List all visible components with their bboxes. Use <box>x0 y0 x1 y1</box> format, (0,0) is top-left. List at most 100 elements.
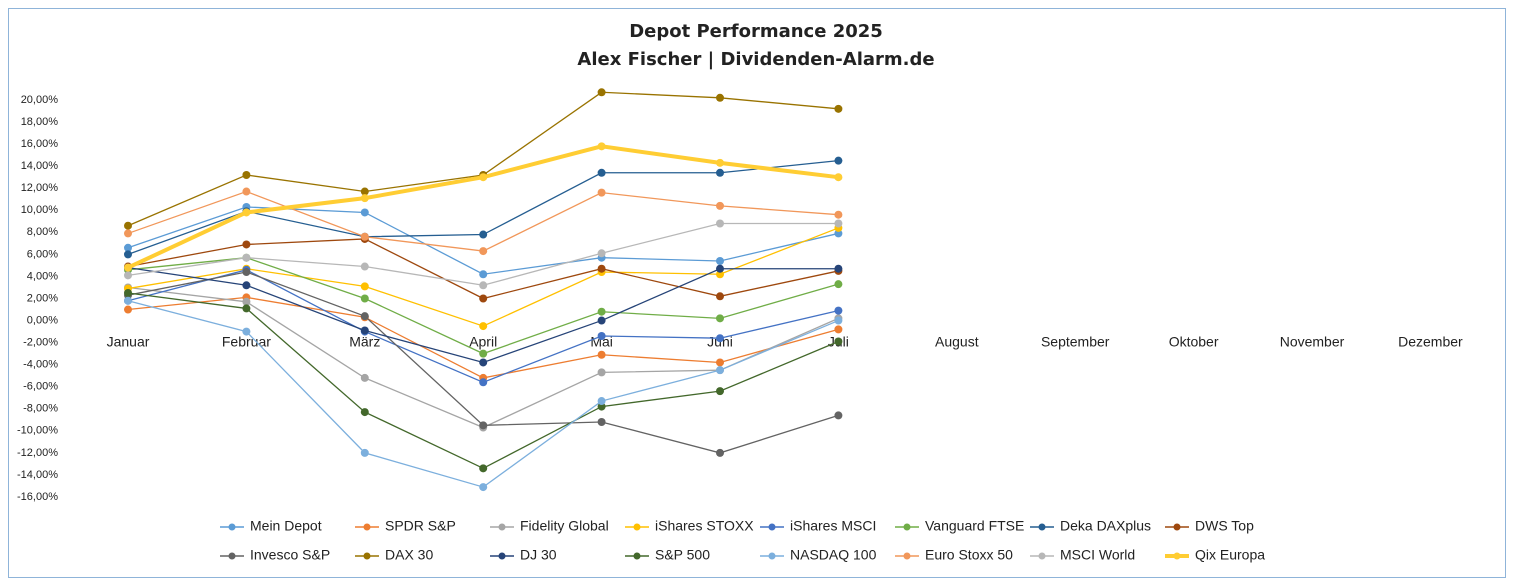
data-point <box>242 297 251 306</box>
data-point <box>479 247 488 256</box>
legend-marker <box>1173 552 1181 560</box>
data-point <box>597 264 606 273</box>
data-point <box>834 219 843 228</box>
legend-marker <box>1038 552 1046 560</box>
data-point <box>834 104 843 113</box>
data-point <box>834 264 843 273</box>
y-tick-label: 0,00% <box>27 314 58 326</box>
legend-marker <box>498 523 506 531</box>
data-point <box>597 249 606 258</box>
data-point <box>716 201 724 210</box>
legend-label: DJ 30 <box>520 547 557 563</box>
legend-marker <box>363 552 371 560</box>
y-tick-label: 6,00% <box>27 248 58 260</box>
legend-label: Invesco S&P <box>250 547 330 563</box>
y-tick-label: -12,00% <box>17 447 58 459</box>
data-point <box>124 221 132 230</box>
chart-subtitle: Alex Fischer | Dividenden-Alarm.de <box>577 49 934 70</box>
x-tick-label: Januar <box>107 334 150 350</box>
legend-label: Euro Stoxx 50 <box>925 547 1013 563</box>
data-point <box>716 314 724 323</box>
data-point <box>597 168 606 177</box>
data-point <box>597 331 606 340</box>
data-point <box>597 402 606 411</box>
data-point <box>597 397 606 406</box>
data-point <box>834 173 843 182</box>
legend-marker <box>228 552 236 560</box>
y-tick-label: 16,00% <box>21 138 59 150</box>
legend-label: Mein Depot <box>250 518 322 534</box>
x-tick-label: März <box>349 334 380 350</box>
data-point <box>360 448 369 457</box>
data-point <box>479 322 488 331</box>
data-point <box>834 229 843 238</box>
legend-marker <box>903 552 911 560</box>
data-point <box>597 88 606 97</box>
data-point <box>124 250 132 259</box>
legend-marker <box>633 523 641 531</box>
data-point <box>597 350 606 359</box>
data-point <box>597 316 606 325</box>
y-tick-label: -8,00% <box>23 403 58 415</box>
data-point <box>716 264 724 273</box>
y-tick-label: 10,00% <box>21 204 59 216</box>
data-point <box>716 270 724 279</box>
data-point <box>716 292 724 301</box>
data-point <box>834 325 843 334</box>
data-point <box>716 219 724 228</box>
y-tick-label: -2,00% <box>23 337 58 349</box>
x-tick-label: April <box>469 334 497 350</box>
data-point <box>124 296 132 305</box>
data-point <box>479 270 488 279</box>
data-point <box>597 307 606 316</box>
x-tick-label: November <box>1280 334 1345 350</box>
x-tick-label: August <box>935 334 979 350</box>
data-point <box>716 358 724 367</box>
data-point <box>124 305 132 314</box>
y-tick-label: -6,00% <box>23 381 58 393</box>
x-tick-label: September <box>1041 334 1110 350</box>
data-point <box>360 232 369 241</box>
x-tick-label: Februar <box>222 334 271 350</box>
data-point <box>834 316 843 325</box>
data-point <box>242 253 251 262</box>
data-point <box>124 271 132 280</box>
legend-marker <box>768 523 776 531</box>
legend-marker <box>633 552 641 560</box>
data-point <box>479 378 488 387</box>
data-point <box>597 368 606 377</box>
data-point <box>597 142 606 151</box>
y-tick-label: 12,00% <box>21 182 59 194</box>
data-point <box>834 156 843 165</box>
legend-label: DWS Top <box>1195 518 1254 534</box>
x-tick-label: Oktober <box>1169 334 1219 350</box>
legend-label: iShares MSCI <box>790 518 876 534</box>
legend-label: SPDR S&P <box>385 518 456 534</box>
data-point <box>479 281 488 290</box>
y-tick-label: -16,00% <box>17 491 58 503</box>
data-point <box>124 229 132 238</box>
legend-label: Deka DAXplus <box>1060 518 1151 534</box>
data-point <box>360 208 369 217</box>
data-point <box>716 366 724 375</box>
data-point <box>360 194 369 203</box>
y-tick-label: 4,00% <box>27 270 58 282</box>
data-point <box>360 282 369 291</box>
legend-label: NASDAQ 100 <box>790 547 877 563</box>
data-point <box>716 158 724 167</box>
legend-marker <box>228 523 236 531</box>
data-point <box>124 243 132 252</box>
data-point <box>834 411 843 420</box>
legend-label: DAX 30 <box>385 547 433 563</box>
data-point <box>597 188 606 197</box>
legend-label: Qix Europa <box>1195 547 1265 563</box>
y-tick-label: -4,00% <box>23 359 58 371</box>
data-point <box>360 294 369 303</box>
legend-label: Vanguard FTSE <box>925 518 1024 534</box>
data-point <box>360 312 369 321</box>
data-point <box>834 210 843 219</box>
data-point <box>360 408 369 417</box>
data-point <box>124 263 132 272</box>
data-point <box>479 294 488 303</box>
